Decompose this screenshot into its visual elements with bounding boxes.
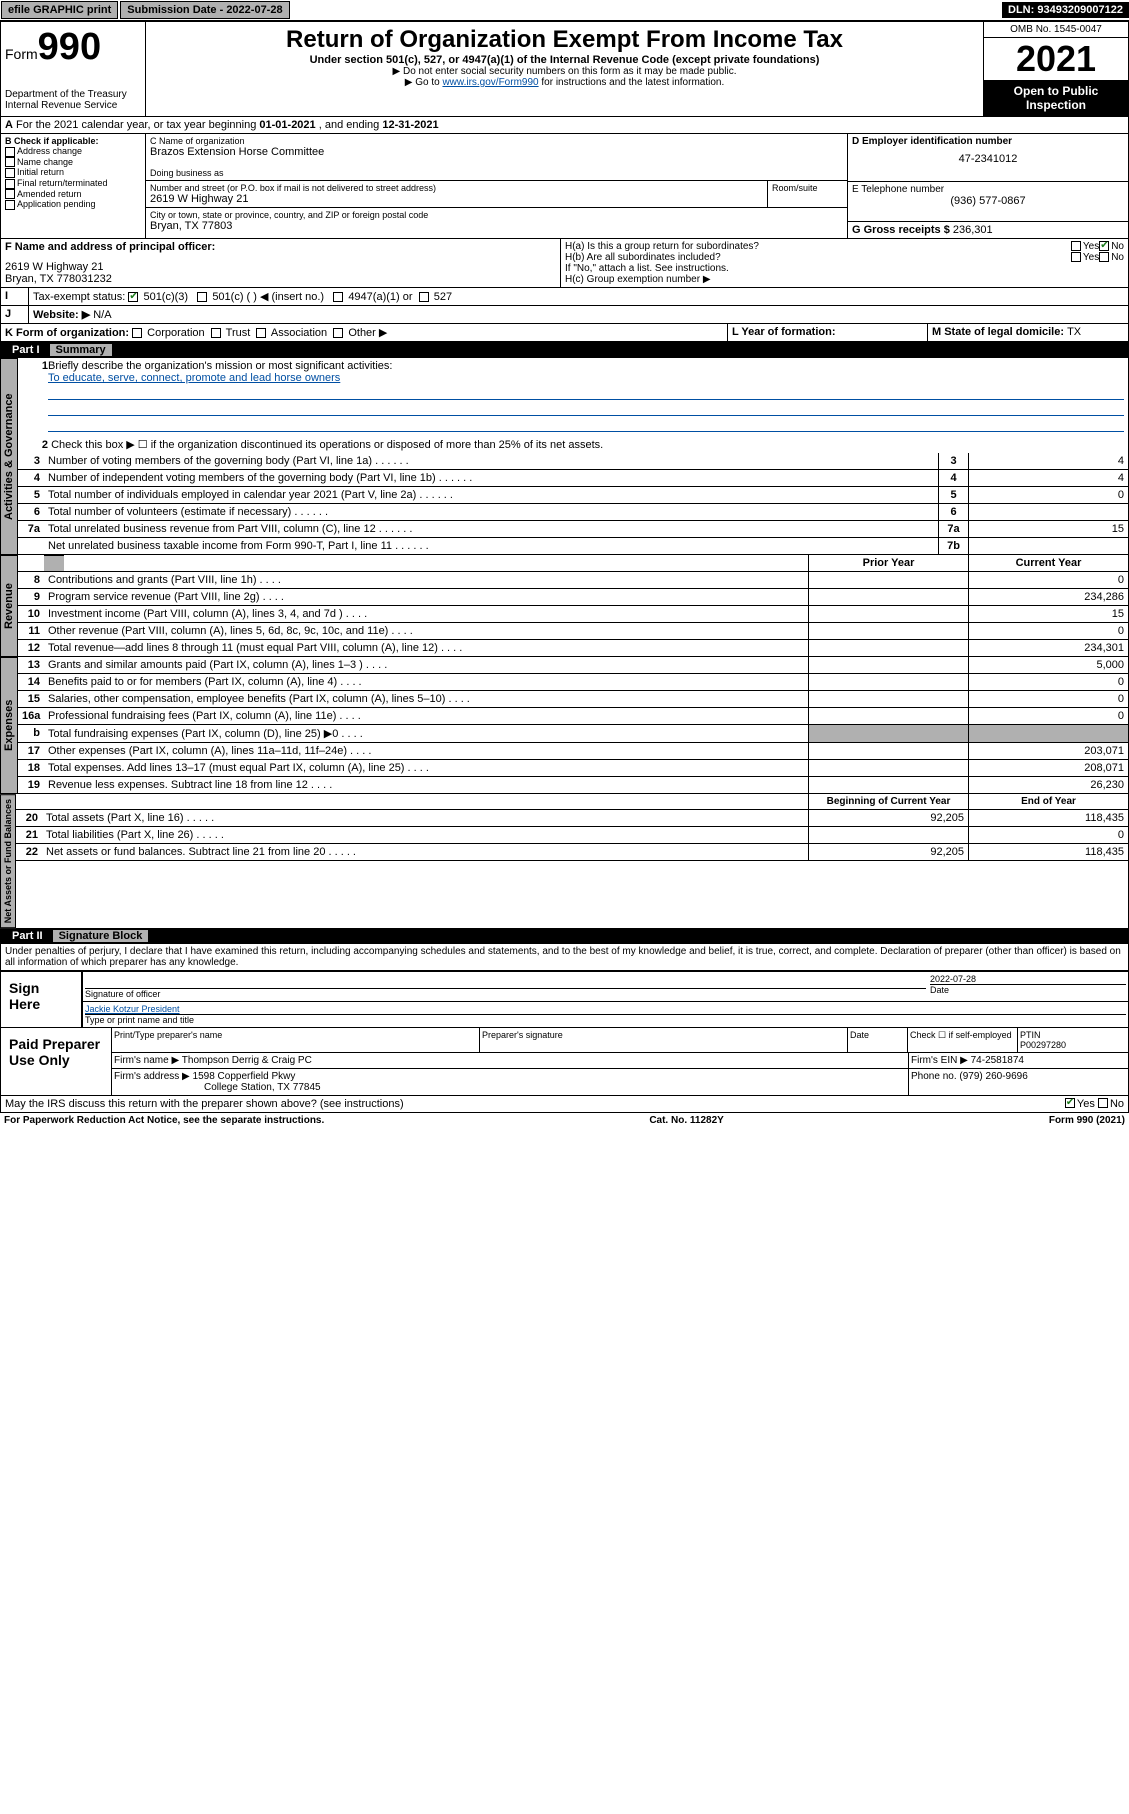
section-fh: F Name and address of principal officer:… [0, 239, 1129, 288]
form-header: Form990 Department of the Treasury Inter… [0, 21, 1129, 117]
section-klm: K Form of organization: Corporation Trus… [0, 324, 1129, 342]
line-14: 14Benefits paid to or for members (Part … [18, 674, 1128, 691]
topbar: efile GRAPHIC print Submission Date - 20… [0, 0, 1129, 21]
part2-header: Part II Signature Block [0, 928, 1129, 944]
line-22: 22Net assets or fund balances. Subtract … [16, 844, 1128, 861]
section-c: C Name of organization Brazos Extension … [146, 134, 848, 238]
org-name: Brazos Extension Horse Committee [150, 146, 843, 158]
submission-date: Submission Date - 2022-07-28 [120, 1, 289, 19]
part1-header: Part I Summary [0, 342, 1129, 358]
line-a: A For the 2021 calendar year, or tax yea… [0, 117, 1129, 134]
section-b: B Check if applicable: Address change Na… [1, 134, 146, 238]
line-15: 15Salaries, other compensation, employee… [18, 691, 1128, 708]
part1-revenue: Revenue Prior Year Current Year 8Contrib… [0, 555, 1129, 657]
line-20: 20Total assets (Part X, line 16) . . . .… [16, 810, 1128, 827]
open-public: Open to Public Inspection [984, 80, 1128, 116]
line-3: 3Number of voting members of the governi… [18, 453, 1128, 470]
section-bcdefg: B Check if applicable: Address change Na… [0, 134, 1129, 239]
signature-block: Sign Here Signature of officer 2022-07-2… [0, 971, 1129, 1028]
instr-link: ▶ Go to www.irs.gov/Form990 for instruct… [150, 77, 979, 88]
line-16a: 16aProfessional fundraising fees (Part I… [18, 708, 1128, 725]
line-8: 8Contributions and grants (Part VIII, li… [18, 572, 1128, 589]
officer-name: Jackie Kotzur President [85, 1004, 1126, 1014]
part1-governance: Activities & Governance 1 Briefly descri… [0, 358, 1129, 555]
line-7a: 7aTotal unrelated business revenue from … [18, 521, 1128, 538]
part1-netassets: Net Assets or Fund Balances Beginning of… [0, 794, 1129, 928]
paid-preparer: Paid Preparer Use Only Print/Type prepar… [0, 1028, 1129, 1096]
ein: 47-2341012 [852, 153, 1124, 165]
line-17: 17Other expenses (Part IX, column (A), l… [18, 743, 1128, 760]
dln: DLN: 93493209007122 [1002, 2, 1129, 18]
mission: To educate, serve, connect, promote and … [48, 372, 1124, 384]
footer: For Paperwork Reduction Act Notice, see … [0, 1113, 1129, 1128]
line-13: 13Grants and similar amounts paid (Part … [18, 657, 1128, 674]
tax-year: 2021 [984, 38, 1128, 80]
line-4: 4Number of independent voting members of… [18, 470, 1128, 487]
section-j: J Website: ▶ N/A [0, 306, 1129, 324]
line-b: bTotal fundraising expenses (Part IX, co… [18, 725, 1128, 743]
line-5: 5Total number of individuals employed in… [18, 487, 1128, 504]
form-number: Form990 [5, 26, 141, 69]
efile-btn[interactable]: efile GRAPHIC print [1, 1, 118, 19]
irs: Internal Revenue Service [5, 100, 141, 111]
omb-number: OMB No. 1545-0047 [984, 22, 1128, 38]
dept-treasury: Department of the Treasury [5, 89, 141, 100]
gross-receipts: 236,301 [953, 224, 993, 236]
line-10: 10Investment income (Part VIII, column (… [18, 606, 1128, 623]
line-21: 21Total liabilities (Part X, line 26) . … [16, 827, 1128, 844]
line-6: 6Total number of volunteers (estimate if… [18, 504, 1128, 521]
section-deg: D Employer identification number 47-2341… [848, 134, 1128, 238]
instr-ssn: ▶ Do not enter social security numbers o… [150, 66, 979, 77]
line-12: 12Total revenue—add lines 8 through 11 (… [18, 640, 1128, 657]
declaration: Under penalties of perjury, I declare th… [0, 944, 1129, 971]
org-address: 2619 W Highway 21 [150, 193, 763, 205]
form-subtitle: Under section 501(c), 527, or 4947(a)(1)… [150, 54, 979, 66]
line-19: 19Revenue less expenses. Subtract line 1… [18, 777, 1128, 794]
form-title: Return of Organization Exempt From Incom… [150, 26, 979, 54]
section-i: I Tax-exempt status: 501(c)(3) 501(c) ( … [0, 288, 1129, 306]
phone: (936) 577-0867 [852, 195, 1124, 207]
line-11: 11Other revenue (Part VIII, column (A), … [18, 623, 1128, 640]
line-18: 18Total expenses. Add lines 13–17 (must … [18, 760, 1128, 777]
org-city: Bryan, TX 77803 [150, 220, 843, 232]
part1-expenses: Expenses 13Grants and similar amounts pa… [0, 657, 1129, 794]
line-7b: Net unrelated business taxable income fr… [18, 538, 1128, 555]
irs-link[interactable]: www.irs.gov/Form990 [442, 77, 538, 88]
may-irs-discuss: May the IRS discuss this return with the… [0, 1096, 1129, 1113]
line-9: 9Program service revenue (Part VIII, lin… [18, 589, 1128, 606]
